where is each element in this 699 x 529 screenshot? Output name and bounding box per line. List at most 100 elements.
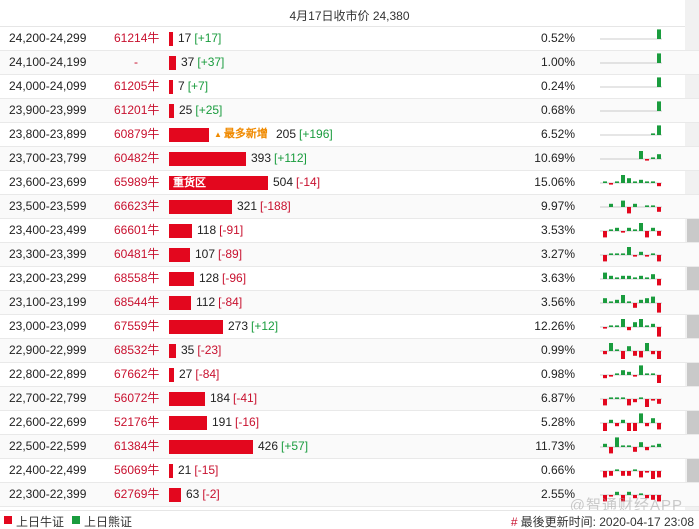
- volume-change: [-96]: [222, 271, 247, 285]
- sparkline-bar: [651, 495, 655, 500]
- sparkline-bar: [603, 399, 607, 406]
- sparkline-bar: [603, 327, 607, 329]
- sparkline-bar: [621, 495, 625, 502]
- sparkline-bar: [651, 157, 655, 159]
- volume-value: 191 [-16]: [212, 411, 259, 434]
- table-row[interactable]: 24,100-24,199 - 37 [+37] 1.00%: [0, 51, 699, 75]
- warrant-code[interactable]: 66601牛: [114, 223, 160, 237]
- warrant-code[interactable]: 68558牛: [114, 271, 160, 285]
- warrant-code[interactable]: 62769牛: [114, 487, 160, 501]
- warrant-code[interactable]: 60482牛: [114, 151, 160, 165]
- bull-legend-swatch: [4, 516, 12, 524]
- sparkline-bar: [609, 275, 613, 279]
- warrant-code[interactable]: 68544牛: [114, 295, 160, 309]
- table-row[interactable]: 22,900-22,999 68532牛 35 [-23] 0.99%: [0, 339, 699, 363]
- warrant-code[interactable]: 66623牛: [114, 199, 160, 213]
- warrant-code[interactable]: 67662牛: [114, 367, 160, 381]
- sparkline-bar: [651, 471, 655, 479]
- price-range: 23,800-23,899: [9, 127, 87, 141]
- sparkline-bar: [627, 227, 631, 231]
- volume-change: [-14]: [296, 175, 321, 189]
- sparkline-bar: [651, 373, 655, 375]
- table-row[interactable]: 23,000-23,099 67559牛 273 [+12] 12.26%: [0, 315, 699, 339]
- table-row[interactable]: 24,000-24,099 61205牛 7 [+7] 0.24%: [0, 75, 699, 99]
- warrant-code[interactable]: 52176牛: [114, 415, 160, 429]
- volume-bar: [169, 344, 176, 358]
- sparkline-bar: [609, 253, 613, 255]
- last-updated: # 最後更新时间: 2020-04-17 23:08: [511, 513, 694, 529]
- percentage: 5.28%: [540, 415, 575, 429]
- sparkline-bar: [615, 373, 619, 375]
- table-row[interactable]: 23,300-23,399 60481牛 107 [-89] 3.27%: [0, 243, 699, 267]
- table-row[interactable]: 23,800-23,899 60879牛 ▲ 最多新增 205 [+196] 6.52%: [0, 123, 699, 147]
- sparkline-bar: [615, 277, 619, 279]
- table-row[interactable]: 22,700-22,799 56072牛 184 [-41] 6.87%: [0, 387, 699, 411]
- sparkline-bar: [651, 418, 655, 423]
- table-row[interactable]: 22,400-22,499 56069牛 21 [-15] 0.66%: [0, 459, 699, 483]
- volume-number: 112: [196, 295, 216, 309]
- warrant-code[interactable]: 61384牛: [114, 439, 160, 453]
- table-row[interactable]: 23,900-23,999 61201牛 25 [+25] 0.68%: [0, 99, 699, 123]
- volume-number: 107: [195, 247, 216, 261]
- table-row[interactable]: 23,500-23,599 66623牛 321 [-188] 9.97%: [0, 195, 699, 219]
- table-row[interactable]: 23,700-23,799 60482牛 393 [+112] 10.69%: [0, 147, 699, 171]
- warrant-code[interactable]: 61205牛: [114, 79, 160, 93]
- warrant-code[interactable]: 60879牛: [114, 127, 160, 141]
- warrant-code[interactable]: 56069牛: [114, 463, 160, 477]
- sparkline-bar: [603, 298, 607, 303]
- sparkline-bar: [627, 178, 631, 183]
- warrant-code[interactable]: 61214牛: [114, 31, 160, 45]
- volume-number: 273: [228, 319, 249, 333]
- table-row[interactable]: 22,500-22,599 61384牛 426 [+57] 11.73%: [0, 435, 699, 459]
- sparkline-bar: [621, 175, 625, 183]
- table-row[interactable]: 23,600-23,699 65989牛 重货区 504 [-14] 15.06%: [0, 171, 699, 195]
- bear-legend-label: 上日熊证: [84, 515, 133, 529]
- warrant-code[interactable]: 67559牛: [114, 319, 160, 333]
- table-row[interactable]: 23,100-23,199 68544牛 112 [-84] 3.56%: [0, 291, 699, 315]
- volume-value: 17 [+17]: [178, 27, 221, 50]
- sparkline-bar: [621, 471, 625, 476]
- percentage: 3.27%: [540, 247, 575, 261]
- sparkline-bar: [657, 77, 661, 87]
- warrant-code[interactable]: 61201牛: [114, 103, 160, 117]
- sparkline-bar: [603, 471, 607, 478]
- volume-number: 128: [199, 271, 220, 285]
- sparkline-bar: [639, 151, 643, 159]
- table-row[interactable]: 24,200-24,299 61214牛 17 [+17] 0.52%: [0, 27, 699, 51]
- volume-value: 7 [+7]: [178, 75, 208, 98]
- closing-price-title: 4月17日收市价 24,380: [289, 9, 410, 23]
- sparkline-bar: [615, 253, 619, 255]
- sparkline-bar: [657, 29, 661, 39]
- table-row[interactable]: 23,400-23,499 66601牛 118 [-91] 3.53%: [0, 219, 699, 243]
- percentage: 3.63%: [540, 271, 575, 285]
- warrant-code[interactable]: 65989牛: [114, 175, 160, 189]
- sparkline-bar: [657, 303, 661, 313]
- table-row[interactable]: 23,200-23,299 68558牛 128 [-96] 3.63%: [0, 267, 699, 291]
- sparkline-bar: [603, 231, 607, 238]
- volume-bar: [169, 464, 173, 478]
- volume-bar: [169, 152, 246, 166]
- history-sparkline: [600, 365, 662, 383]
- sparkline-bar: [645, 255, 649, 257]
- sparkline-bar: [639, 493, 643, 495]
- table-row[interactable]: 22,300-22,399 62769牛 63 [-2] 2.55%: [0, 483, 699, 507]
- sparkline-bar: [609, 495, 613, 497]
- volume-bar: [169, 248, 190, 262]
- history-sparkline: [600, 491, 662, 502]
- table-row[interactable]: 22,800-22,899 67662牛 27 [-84] 0.98%: [0, 363, 699, 387]
- sparkline-bar: [639, 351, 643, 358]
- price-range: 23,900-23,999: [9, 103, 87, 117]
- sparkline-bar: [603, 272, 607, 279]
- percentage: 2.55%: [540, 487, 575, 501]
- warrant-code[interactable]: -: [134, 55, 138, 69]
- history-sparkline: [600, 223, 662, 238]
- warrant-code[interactable]: 56072牛: [114, 391, 160, 405]
- volume-number: 27: [179, 367, 193, 381]
- volume-change: [-41]: [233, 391, 258, 405]
- warrant-code[interactable]: 68532牛: [114, 343, 160, 357]
- sparkline-bar: [609, 325, 613, 327]
- warrant-code[interactable]: 60481牛: [114, 247, 160, 261]
- volume-change: [-15]: [194, 463, 219, 477]
- table-row[interactable]: 22,600-22,699 52176牛 191 [-16] 5.28%: [0, 411, 699, 435]
- percentage: 0.98%: [540, 367, 575, 381]
